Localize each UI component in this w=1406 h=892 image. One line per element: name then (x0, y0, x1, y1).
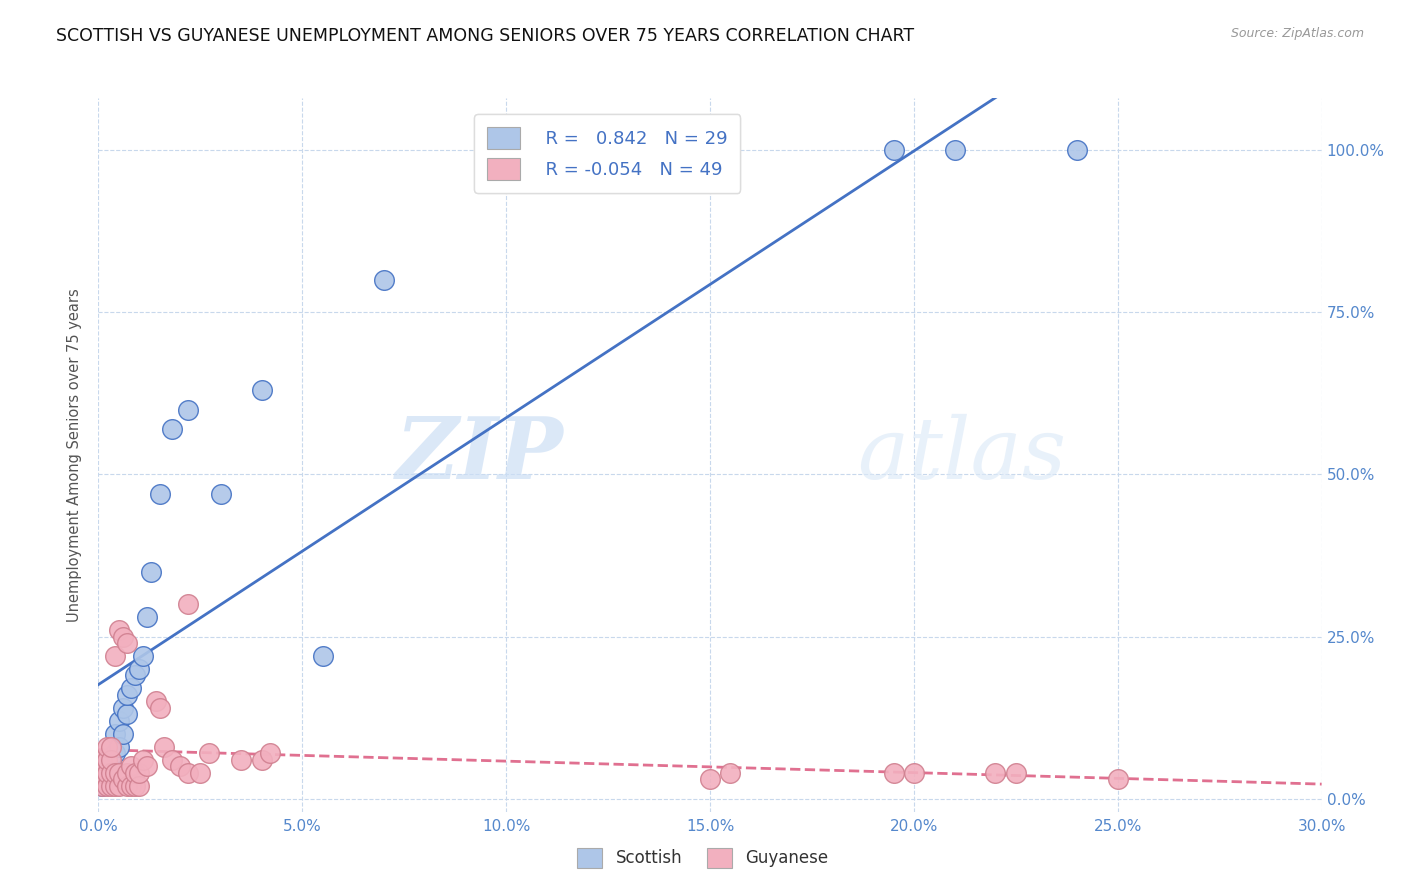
Point (120, 779, 142, 793)
Point (128, 779, 150, 793)
Point (120, 681, 142, 696)
Y-axis label: Unemployment Among Seniors over 75 years: Unemployment Among Seniors over 75 years (67, 288, 83, 622)
Point (104, 747, 127, 761)
Point (100, 753, 122, 767)
Point (312, 648, 335, 663)
Point (115, 707, 138, 722)
Point (152, 739, 174, 754)
Point (160, 422, 183, 436)
Point (128, 765, 150, 780)
Point (132, 753, 155, 767)
Point (124, 668, 146, 682)
Point (108, 623, 131, 637)
Point (160, 753, 183, 767)
Point (250, 753, 273, 767)
Point (149, 701, 172, 715)
Point (169, 759, 191, 773)
Point (91, 765, 114, 780)
Point (104, 765, 127, 780)
Point (943, 143, 966, 157)
Point (177, 765, 200, 780)
Point (883, 765, 905, 780)
Point (115, 688, 138, 702)
Point (373, 273, 395, 287)
Point (124, 765, 146, 780)
Point (136, 610, 159, 624)
Point (96, 739, 118, 754)
Text: atlas: atlas (856, 414, 1066, 496)
Point (1107, 772, 1129, 787)
Point (699, 772, 721, 787)
Point (111, 727, 134, 741)
Point (231, 753, 253, 767)
Point (145, 694, 167, 708)
Point (188, 765, 212, 780)
Point (91, 753, 114, 767)
Point (100, 779, 122, 793)
Text: Source: ZipAtlas.com: Source: ZipAtlas.com (1230, 27, 1364, 40)
Point (149, 487, 172, 501)
Point (124, 779, 146, 793)
Point (108, 739, 131, 754)
Point (1004, 765, 1026, 780)
Point (128, 662, 150, 676)
Point (91, 779, 114, 793)
Point (720, 765, 742, 780)
Point (104, 779, 127, 793)
Point (141, 565, 163, 579)
Point (108, 779, 131, 793)
Point (115, 765, 138, 780)
Point (883, 143, 905, 157)
Point (903, 765, 925, 780)
Point (91, 779, 114, 793)
Point (104, 648, 127, 663)
Point (111, 701, 134, 715)
Point (108, 714, 131, 728)
Point (1066, 143, 1088, 157)
Point (96, 753, 118, 767)
Point (136, 759, 159, 773)
Point (132, 648, 155, 663)
Point (100, 765, 122, 780)
Point (115, 636, 138, 650)
Legend: Scottish, Guyanese: Scottish, Guyanese (571, 841, 835, 875)
Point (177, 597, 200, 611)
Point (100, 753, 122, 767)
Point (259, 747, 281, 761)
Point (100, 739, 122, 754)
Point (100, 765, 122, 780)
Point (209, 487, 232, 501)
Point (108, 765, 131, 780)
Point (197, 747, 219, 761)
Point (177, 402, 200, 417)
Point (104, 727, 127, 741)
Point (984, 765, 1007, 780)
Point (96, 765, 118, 780)
Text: SCOTTISH VS GUYANESE UNEMPLOYMENT AMONG SENIORS OVER 75 YEARS CORRELATION CHART: SCOTTISH VS GUYANESE UNEMPLOYMENT AMONG … (56, 27, 914, 45)
Point (96, 759, 118, 773)
Legend:   R =   0.842   N = 29,   R = -0.054   N = 49: R = 0.842 N = 29, R = -0.054 N = 49 (474, 114, 741, 193)
Text: ZIP: ZIP (395, 413, 564, 497)
Point (120, 759, 142, 773)
Point (111, 630, 134, 644)
Point (96, 779, 118, 793)
Point (250, 383, 273, 397)
Point (96, 772, 118, 787)
Point (111, 772, 134, 787)
Point (115, 779, 138, 793)
